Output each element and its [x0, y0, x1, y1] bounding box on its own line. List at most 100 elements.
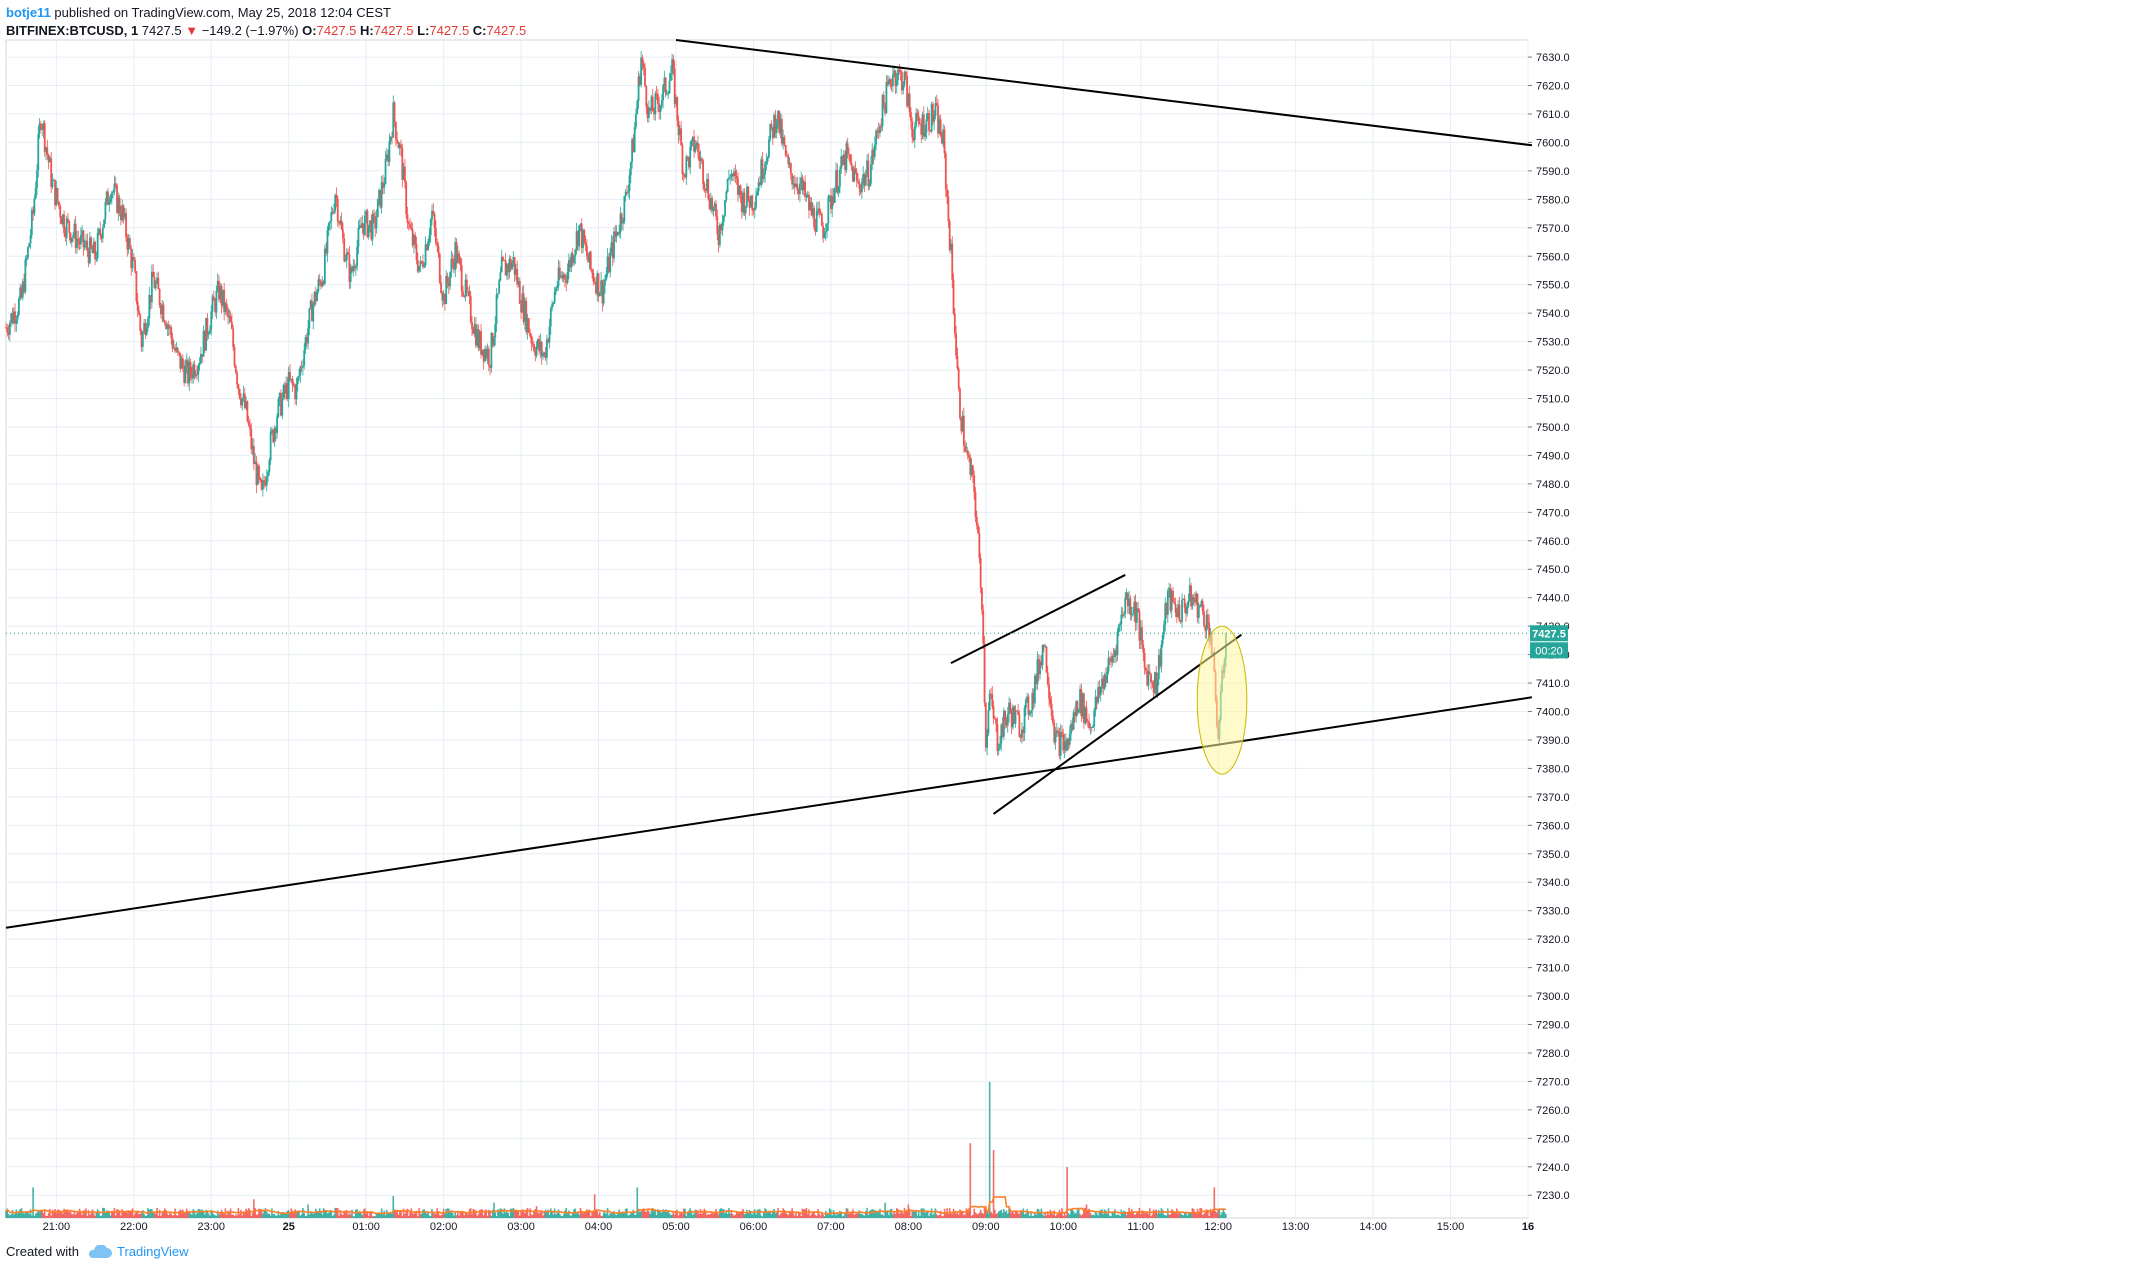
- volume-bar: [525, 1209, 528, 1218]
- plot-frame: [5, 39, 1529, 1219]
- candle-body: [366, 210, 369, 237]
- volume-bar: [885, 1211, 888, 1218]
- volume-bar: [1094, 1211, 1097, 1218]
- volume-bar: [693, 1213, 695, 1218]
- candle-body: [434, 228, 437, 243]
- volume-bar: [557, 1209, 560, 1218]
- candle-body: [884, 104, 887, 114]
- volume-bar: [1090, 1215, 1093, 1218]
- candle-body: [351, 266, 353, 272]
- candle-body: [862, 174, 865, 183]
- volume-bar: [694, 1209, 697, 1218]
- volume-bar: [1021, 1211, 1023, 1218]
- volume-bar: [932, 1215, 934, 1218]
- volume-bar: [361, 1215, 364, 1218]
- volume-bar: [116, 1209, 118, 1218]
- volume-bar: [191, 1214, 193, 1218]
- volume-bar: [209, 1215, 211, 1218]
- candle-body: [871, 149, 874, 165]
- candle-body: [1201, 601, 1204, 612]
- candle-body: [227, 309, 229, 318]
- volume-bar: [1013, 1214, 1016, 1218]
- candle-body: [809, 202, 812, 211]
- candle-body: [987, 710, 990, 734]
- candle-body: [422, 261, 424, 267]
- volume-bar: [870, 1210, 872, 1218]
- candle-body: [23, 281, 25, 292]
- volume-bar: [1137, 1212, 1139, 1218]
- candle-body: [746, 186, 748, 206]
- volume-bar: [458, 1215, 460, 1218]
- volume-bar: [1056, 1214, 1058, 1218]
- volume-bar: [29, 1209, 32, 1218]
- volume-bar: [500, 1208, 503, 1218]
- volume-bar: [799, 1213, 801, 1218]
- candle-body: [269, 432, 272, 461]
- volume-bar: [1107, 1208, 1110, 1218]
- candle-body: [406, 214, 409, 223]
- volume-bar: [409, 1210, 411, 1218]
- candle-body: [654, 93, 657, 115]
- candle-body: [242, 393, 245, 399]
- candle-body: [1170, 590, 1173, 611]
- volume-bar: [929, 1213, 932, 1218]
- candle-body: [149, 295, 152, 303]
- volume-bar: [1143, 1212, 1146, 1218]
- volume-bar: [800, 1215, 803, 1218]
- candle-body: [1080, 689, 1083, 717]
- candle-body: [458, 253, 461, 259]
- volume-bar: [937, 1215, 939, 1218]
- volume-bar: [950, 1213, 952, 1218]
- volume-bar: [522, 1209, 525, 1218]
- candle-body: [373, 213, 375, 217]
- volume-bar: [564, 1210, 566, 1218]
- candle-body: [587, 256, 590, 263]
- author-link[interactable]: botje11: [6, 5, 51, 20]
- volume-bar: [731, 1214, 734, 1218]
- candle-body: [808, 194, 810, 211]
- volume-bar: [46, 1215, 49, 1218]
- tradingview-link[interactable]: TradingView: [87, 1244, 189, 1259]
- volume-bar: [793, 1215, 796, 1218]
- y-tick-label: 7480.0: [1536, 479, 1570, 491]
- candle-body: [925, 119, 928, 133]
- x-tick-label: 13:00: [1282, 1221, 1310, 1233]
- candle-body: [702, 160, 704, 185]
- candle-body: [542, 354, 544, 357]
- candle-body: [232, 328, 235, 348]
- candle-body: [65, 218, 68, 238]
- volume-bar: [648, 1211, 650, 1218]
- volume-bar: [435, 1214, 437, 1218]
- volume-bar: [1120, 1209, 1123, 1218]
- volume-bar: [1052, 1214, 1054, 1218]
- candle-body: [150, 271, 153, 303]
- volume-bar: [1065, 1215, 1067, 1218]
- volume-bar: [515, 1211, 517, 1218]
- candle-body: [934, 102, 937, 116]
- candle-body: [687, 157, 690, 168]
- candle-body: [113, 183, 116, 192]
- candle-body: [419, 261, 422, 267]
- candle-body: [672, 59, 675, 69]
- candle-body: [39, 123, 42, 128]
- candle-body: [637, 76, 640, 102]
- volume-bar: [220, 1209, 223, 1218]
- volume-bar: [1152, 1209, 1155, 1218]
- candle-body: [708, 198, 711, 210]
- volume-bar: [914, 1211, 916, 1218]
- candle-body: [822, 225, 825, 239]
- candle-body: [791, 173, 794, 185]
- candle-body: [937, 105, 939, 134]
- candle-body: [27, 247, 29, 259]
- candle-body: [147, 318, 149, 328]
- candle-body: [349, 266, 352, 282]
- volume-bar: [440, 1215, 442, 1218]
- volume-bar: [489, 1210, 491, 1218]
- candle-body: [913, 126, 916, 141]
- volume-bar: [566, 1213, 569, 1218]
- symbol-label[interactable]: BITFINEX:BTCUSD, 1: [6, 23, 139, 38]
- candle-body: [731, 174, 734, 177]
- volume-bar: [1204, 1211, 1207, 1218]
- candle-body: [165, 323, 167, 329]
